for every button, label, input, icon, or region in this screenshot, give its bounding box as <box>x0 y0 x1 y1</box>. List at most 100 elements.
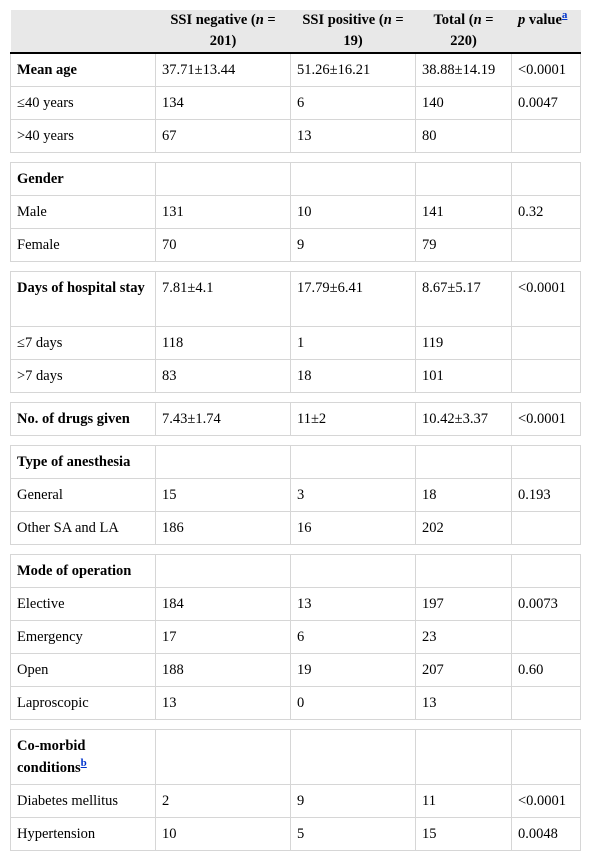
table-row: Emergency 17 6 23 <box>10 620 581 654</box>
separator-cell <box>415 261 512 272</box>
ssi-positive-cell: 5 <box>290 817 416 851</box>
total-cell: 197 <box>415 587 512 621</box>
p-value-cell: 0.0073 <box>511 587 581 621</box>
total-cell: 119 <box>415 326 512 360</box>
header-label-col <box>10 10 156 54</box>
p-value-cell <box>511 729 581 785</box>
table-row: ≤40 years 134 6 140 0.0047 <box>10 86 581 120</box>
separator-cell <box>155 719 291 730</box>
ssi-negative-cell: 7.43±1.74 <box>155 402 291 436</box>
total-cell: 38.88±14.19 <box>415 53 512 87</box>
row-label: Female <box>10 228 156 262</box>
ssi-positive-cell: 9 <box>290 784 416 818</box>
ssi-positive-cell: 3 <box>290 478 416 512</box>
p-value-cell: 0.32 <box>511 195 581 229</box>
ssi-data-table: SSI negative (n = 201) SSI positive (n =… <box>10 10 581 851</box>
row-label: ≤7 days <box>10 326 156 360</box>
separator-cell <box>155 544 291 555</box>
separator-cell <box>290 392 416 403</box>
ssi-negative-cell: 184 <box>155 587 291 621</box>
section-separator <box>10 261 581 272</box>
ssi-positive-cell: 9 <box>290 228 416 262</box>
table-row: Male 131 10 141 0.32 <box>10 195 581 229</box>
ssi-positive-cell: 19 <box>290 653 416 687</box>
ssi-negative-cell: 15 <box>155 478 291 512</box>
footnote-b-link[interactable]: b <box>80 757 87 770</box>
p-value-cell: 0.0048 <box>511 817 581 851</box>
ssi-positive-cell <box>290 445 416 479</box>
section-separator <box>10 435 581 446</box>
total-cell: 23 <box>415 620 512 654</box>
table-row: Hypertension 10 5 15 0.0048 <box>10 817 581 851</box>
p-value-cell <box>511 119 581 153</box>
total-cell: 15 <box>415 817 512 851</box>
ssi-positive-cell: 1 <box>290 326 416 360</box>
separator-cell <box>511 435 581 446</box>
section-header-row: Co-morbid conditionsb <box>10 729 581 785</box>
p-value-cell: <0.0001 <box>511 402 581 436</box>
header-ssi-positive: SSI positive (n = 19) <box>290 10 416 54</box>
total-cell: 202 <box>415 511 512 545</box>
row-label: Emergency <box>10 620 156 654</box>
p-value-cell <box>511 686 581 720</box>
section-header-row: No. of drugs given 7.43±1.74 11±2 10.42±3.3… <box>10 402 581 436</box>
total-cell: 13 <box>415 686 512 720</box>
section-header-row: Type of anesthesia <box>10 445 581 479</box>
p-value-cell: 0.60 <box>511 653 581 687</box>
p-value-cell: <0.0001 <box>511 271 581 327</box>
table-header: SSI negative (n = 201) SSI positive (n =… <box>10 9 581 54</box>
separator-cell <box>511 152 581 163</box>
separator-cell <box>155 261 291 272</box>
separator-cell <box>290 261 416 272</box>
footnote-a-link[interactable]: a <box>561 9 568 22</box>
row-label: ≤40 years <box>10 86 156 120</box>
ssi-positive-cell: 13 <box>290 587 416 621</box>
section-header-row: Days of hospital stay 7.81±4.1 17.79±6.41 8… <box>10 271 581 327</box>
p-value-cell: <0.0001 <box>511 53 581 87</box>
total-cell: 10.42±3.37 <box>415 402 512 436</box>
ssi-positive-cell: 0 <box>290 686 416 720</box>
ssi-negative-cell: 13 <box>155 686 291 720</box>
ssi-negative-cell: 118 <box>155 326 291 360</box>
table-row: >40 years 67 13 80 <box>10 119 581 153</box>
section-header-row: Mode of operation <box>10 554 581 588</box>
table-row: General 15 3 18 0.193 <box>10 478 581 512</box>
ssi-negative-cell <box>155 554 291 588</box>
section-separator <box>10 544 581 555</box>
p-value-cell <box>511 511 581 545</box>
row-label: Mode of operation <box>10 554 156 588</box>
p-value-cell: 0.0047 <box>511 86 581 120</box>
ssi-negative-cell: 131 <box>155 195 291 229</box>
table-row: Elective 184 13 197 0.0073 <box>10 587 581 621</box>
header-p-value: p valuea <box>511 9 581 54</box>
total-cell: 79 <box>415 228 512 262</box>
ssi-negative-cell: 67 <box>155 119 291 153</box>
table-row: >7 days 83 18 101 <box>10 359 581 393</box>
p-value-cell <box>511 162 581 196</box>
table-body: Mean age 37.71±13.44 51.26±16.21 38.88±14.1… <box>10 53 581 851</box>
separator-cell <box>511 544 581 555</box>
table-container: SSI negative (n = 201) SSI positive (n =… <box>10 10 581 851</box>
table-row: ≤7 days 118 1 119 <box>10 326 581 360</box>
header-ssi-negative: SSI negative (n = 201) <box>155 10 291 54</box>
separator-cell <box>290 152 416 163</box>
section-separator <box>10 392 581 403</box>
separator-cell <box>10 544 156 555</box>
ssi-negative-cell: 17 <box>155 620 291 654</box>
total-cell: 101 <box>415 359 512 393</box>
separator-cell <box>511 719 581 730</box>
row-label: >40 years <box>10 119 156 153</box>
total-cell <box>415 162 512 196</box>
row-label: No. of drugs given <box>10 402 156 436</box>
total-cell: 141 <box>415 195 512 229</box>
separator-cell <box>10 261 156 272</box>
ssi-positive-cell: 17.79±6.41 <box>290 271 416 327</box>
ssi-negative-cell: 70 <box>155 228 291 262</box>
separator-cell <box>415 152 512 163</box>
ssi-negative-cell: 7.81±4.1 <box>155 271 291 327</box>
separator-cell <box>155 435 291 446</box>
section-header-row: Gender <box>10 162 581 196</box>
p-value-cell <box>511 554 581 588</box>
separator-cell <box>415 435 512 446</box>
ssi-positive-cell: 6 <box>290 620 416 654</box>
